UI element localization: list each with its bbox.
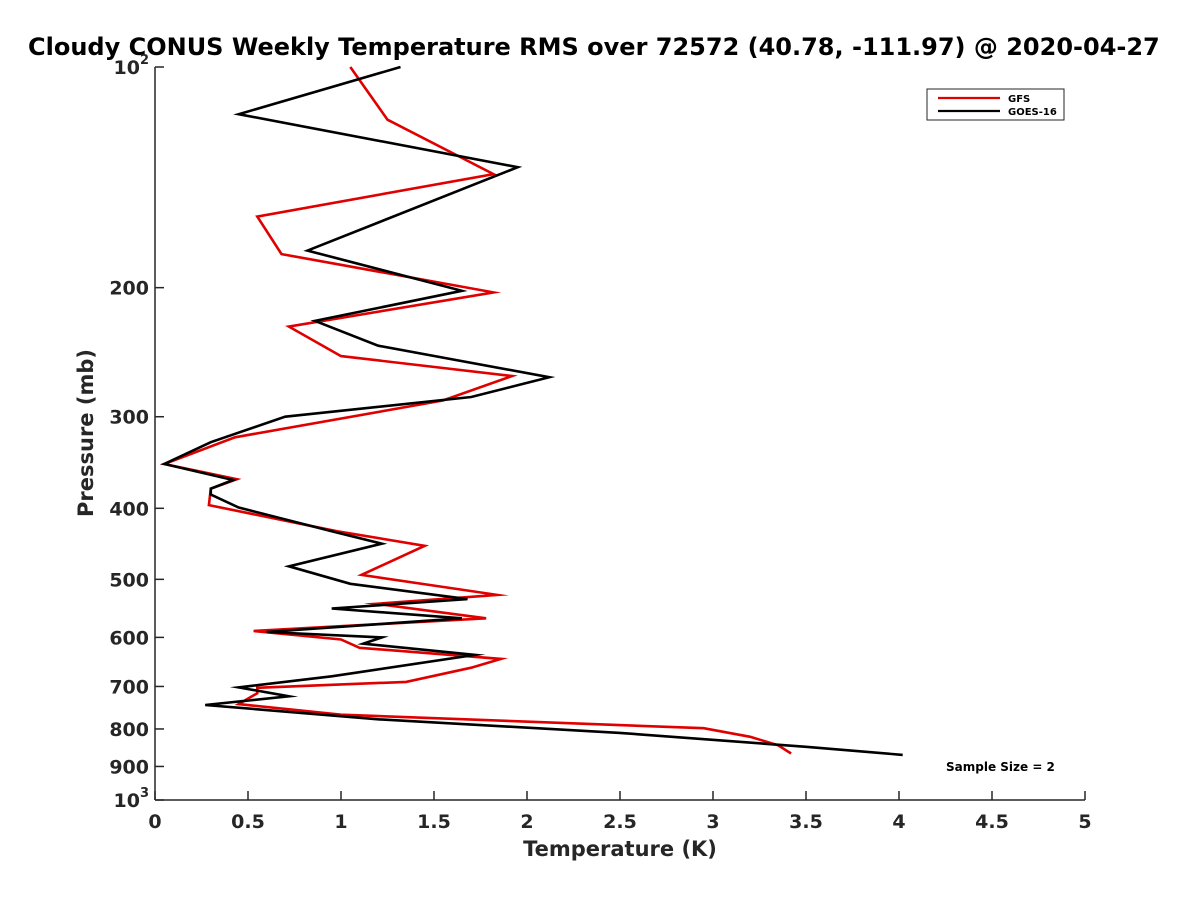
y-tick-label: 102 [114, 53, 150, 79]
y-tick-label: 400 [109, 498, 149, 520]
y-tick-label: 500 [109, 569, 149, 591]
legend: GFS GOES-16 [926, 88, 1065, 121]
y-tick-label: 600 [109, 627, 149, 649]
series-group [159, 65, 903, 757]
y-tick-label: 700 [109, 676, 149, 698]
y-tick-label: 800 [109, 719, 149, 741]
series-line-goes-16 [160, 65, 903, 757]
x-tick-label: 0.5 [231, 811, 265, 833]
y-tick-label: 900 [109, 756, 149, 778]
ticks: 0 0.5 1 1.5 2 2.5 3 3.5 4 4.5 5 102 200 300 400 500 600 7… [109, 53, 1091, 833]
chart-title: Cloudy CONUS Weekly Temperature RMS over… [28, 33, 1160, 61]
x-tick-label: 1.5 [417, 811, 451, 833]
x-tick-label: 3.5 [789, 811, 823, 833]
x-tick-label: 4.5 [975, 811, 1009, 833]
x-axis-label: Temperature (K) [523, 837, 717, 861]
y-axis-label: Pressure (mb) [74, 349, 98, 517]
x-tick-label: 4 [892, 811, 905, 833]
sample-size-annotation: Sample Size = 2 [946, 760, 1055, 774]
axes [154, 67, 1085, 801]
y-tick-label: 200 [109, 278, 149, 300]
legend-label-goes16: GOES-16 [1008, 107, 1057, 118]
x-tick-label: 1 [334, 811, 347, 833]
legend-box [926, 88, 1065, 121]
x-tick-label: 3 [706, 811, 719, 833]
x-tick-label: 0 [148, 811, 161, 833]
x-tick-label: 5 [1078, 811, 1091, 833]
legend-label-gfs: GFS [1008, 94, 1030, 105]
x-tick-label: 2.5 [603, 811, 637, 833]
y-tick-label: 103 [114, 786, 150, 812]
y-tick-label: 300 [109, 407, 149, 429]
series-line-gfs [159, 66, 792, 755]
x-tick-label: 2 [520, 811, 533, 833]
